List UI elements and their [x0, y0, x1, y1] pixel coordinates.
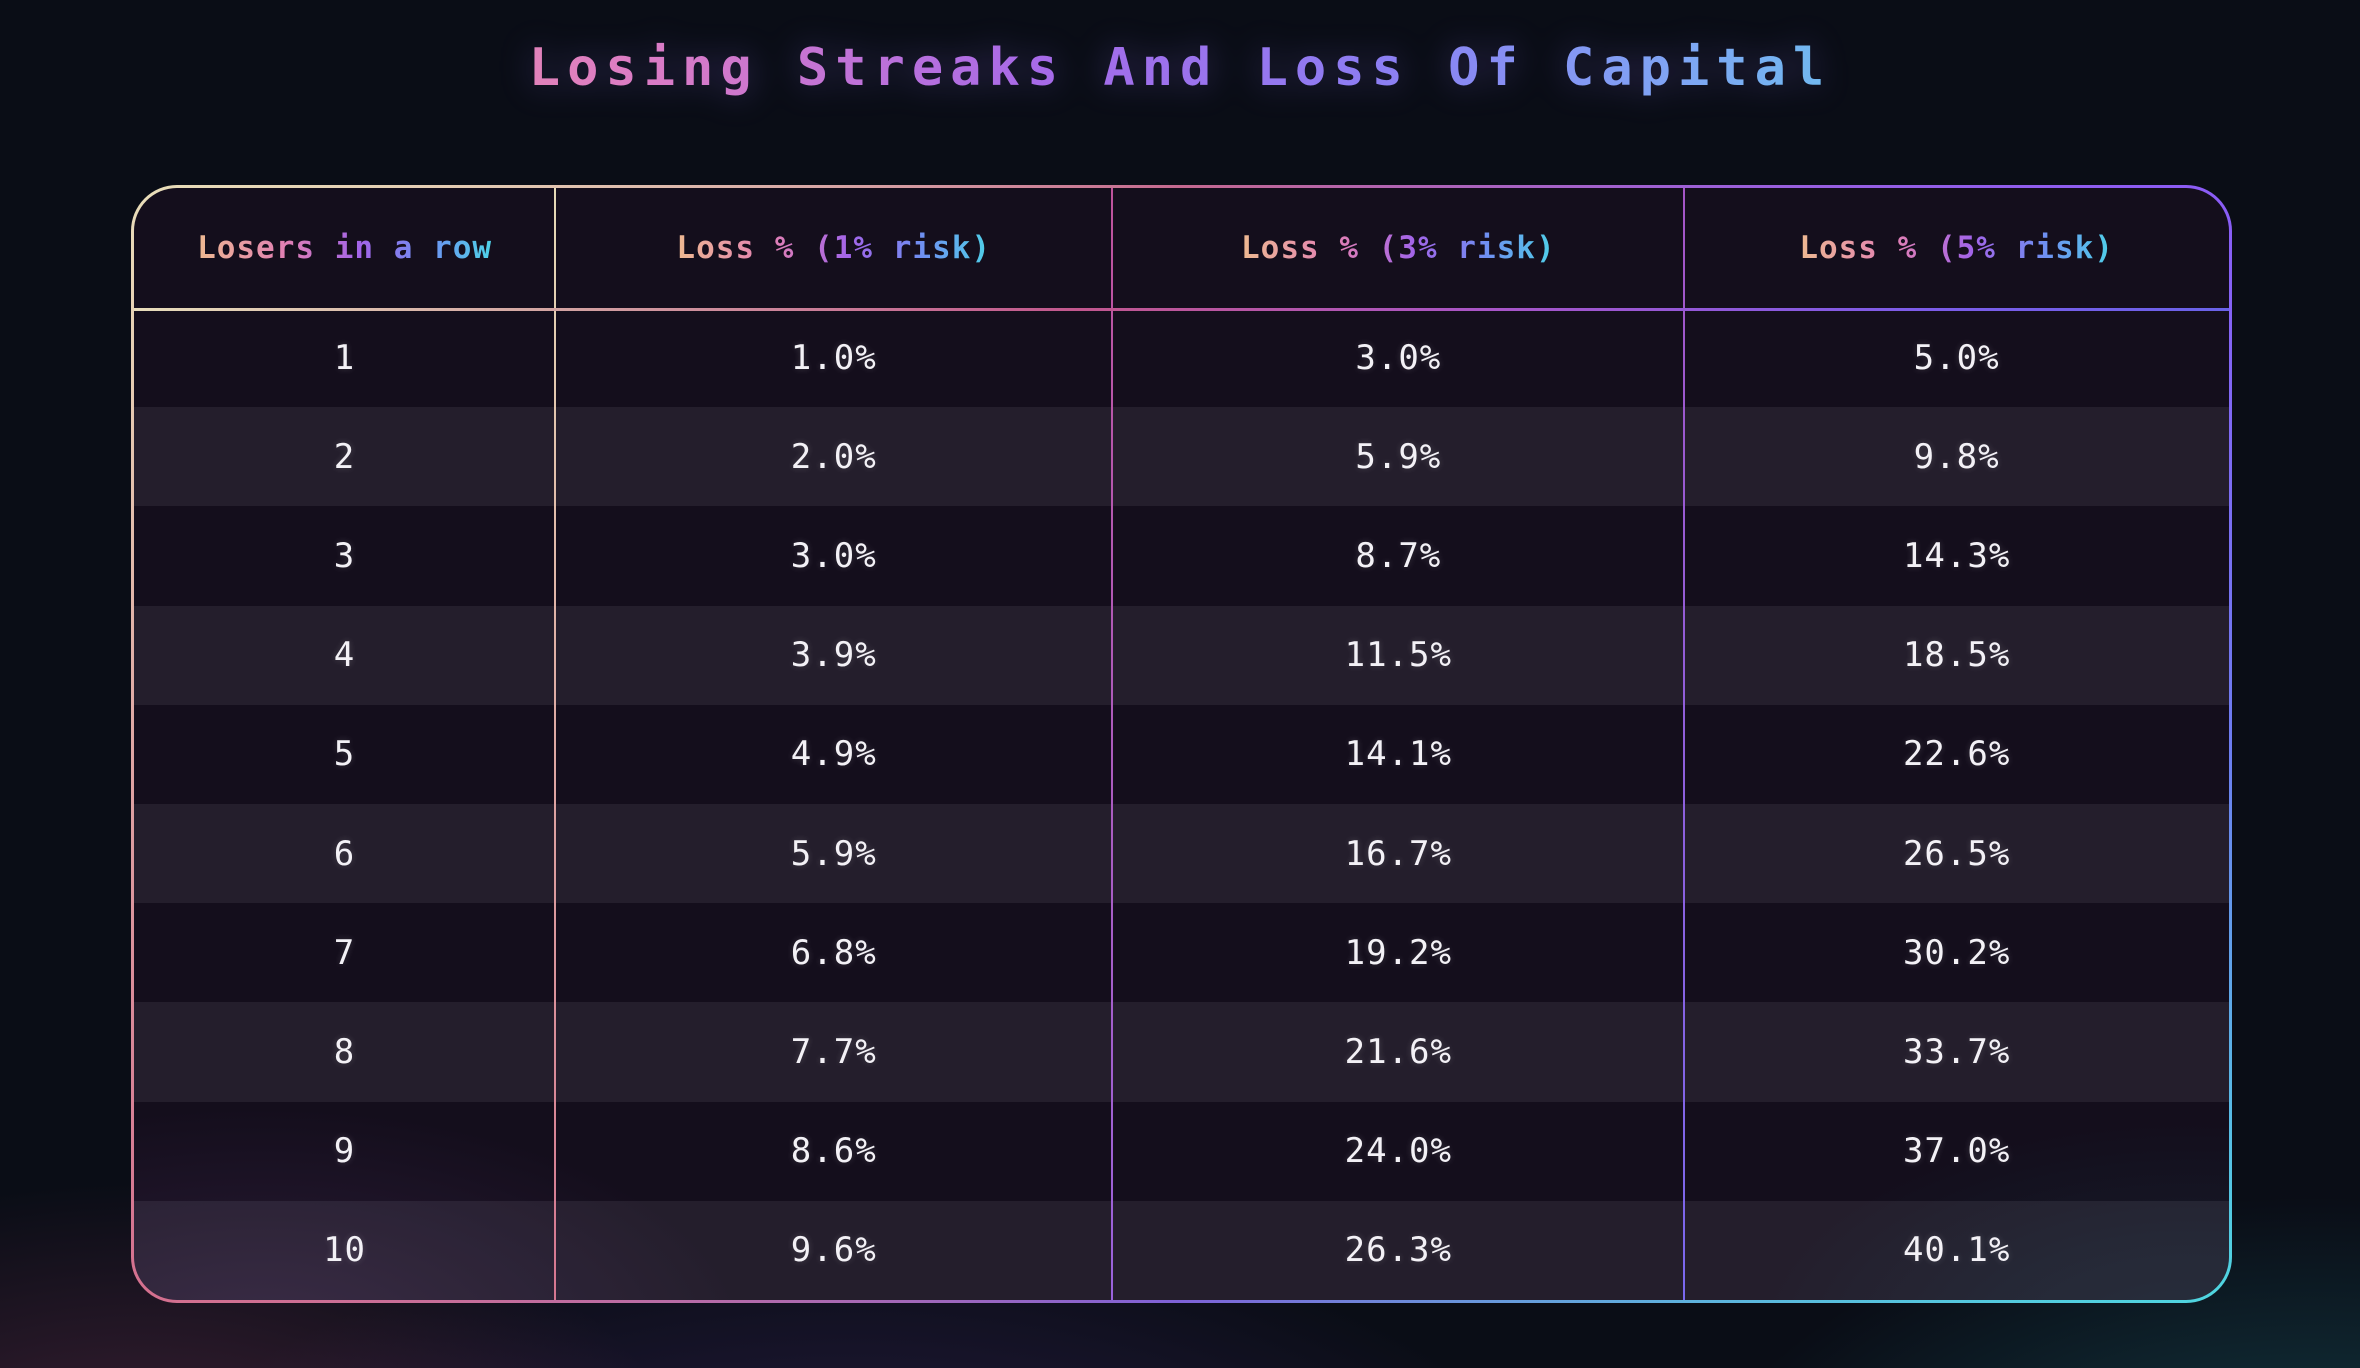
table-row: 8 7.7% 21.6% 33.7%	[134, 1002, 2229, 1102]
streak-count-cell: 4	[333, 635, 356, 676]
header-cell-loss-5pct-risk: Loss % (5% risk)	[1684, 188, 2229, 308]
table-row: 6 5.9% 16.7% 26.5%	[134, 804, 2229, 904]
header-label: Loss % (3% risk)	[1241, 230, 1556, 266]
loss-table: Losers in a row Loss % (1% risk) Loss % …	[134, 188, 2229, 1300]
loss-percent-cell: 3.0%	[790, 536, 877, 576]
loss-percent-cell: 18.5%	[1902, 635, 2011, 676]
column-divider-1	[554, 188, 557, 1300]
loss-percent-cell: 30.2%	[1902, 932, 2011, 973]
loss-percent-cell: 26.3%	[1344, 1230, 1452, 1271]
loss-percent-cell: 37.0%	[1902, 1131, 2011, 1172]
loss-percent-cell: 24.0%	[1344, 1131, 1452, 1172]
loss-percent-cell: 1.0%	[790, 337, 877, 378]
table-frame: Losers in a row Loss % (1% risk) Loss % …	[131, 185, 2232, 1303]
loss-percent-cell: 5.0%	[1913, 337, 2000, 378]
loss-percent-cell: 21.6%	[1344, 1032, 1452, 1073]
table-row: 4 3.9% 11.5% 18.5%	[134, 605, 2229, 705]
loss-percent-cell: 40.1%	[1902, 1230, 2011, 1271]
table-body: 1 1.0% 3.0% 5.0% 2 2.0% 5.9% 9.8% 3 3.0% 8.7% 14.3%…	[134, 308, 2229, 1300]
loss-percent-cell: 22.6%	[1902, 734, 2011, 775]
streak-count-cell: 5	[333, 734, 356, 775]
streak-count-cell: 2	[333, 436, 356, 477]
loss-percent-cell: 8.7%	[1355, 536, 1442, 576]
loss-percent-cell: 3.0%	[1355, 337, 1442, 378]
table-row: 5 4.9% 14.1% 22.6%	[134, 705, 2229, 804]
loss-percent-cell: 2.0%	[790, 436, 877, 477]
column-divider-3	[1683, 188, 1686, 1300]
loss-percent-cell: 4.9%	[790, 734, 877, 775]
loss-percent-cell: 14.3%	[1902, 536, 2011, 576]
table-row: 3 3.0% 8.7% 14.3%	[134, 506, 2229, 605]
header-cell-loss-3pct-risk: Loss % (3% risk)	[1112, 188, 1684, 308]
table-row: 10 9.6% 26.3% 40.1%	[134, 1200, 2229, 1300]
loss-percent-cell: 7.7%	[790, 1032, 877, 1073]
loss-percent-cell: 14.1%	[1344, 734, 1452, 775]
loss-percent-cell: 11.5%	[1344, 635, 1452, 676]
loss-percent-cell: 6.8%	[790, 932, 877, 973]
table-row: 9 8.6% 24.0% 37.0%	[134, 1102, 2229, 1201]
table-row: 1 1.0% 3.0% 5.0%	[134, 308, 2229, 407]
streak-count-cell: 7	[333, 932, 356, 973]
header-cell-losers-in-a-row: Losers in a row	[134, 188, 555, 308]
table-header-row: Losers in a row Loss % (1% risk) Loss % …	[134, 188, 2229, 308]
header-divider-line	[134, 308, 2229, 311]
table-row: 7 6.8% 19.2% 30.2%	[134, 903, 2229, 1002]
loss-percent-cell: 9.8%	[1913, 436, 2000, 477]
streak-count-cell: 1	[333, 337, 356, 378]
loss-percent-cell: 26.5%	[1902, 833, 2011, 874]
table-row: 2 2.0% 5.9% 9.8%	[134, 407, 2229, 507]
column-divider-2	[1111, 188, 1114, 1300]
streak-count-cell: 8	[333, 1032, 356, 1073]
header-cell-loss-1pct-risk: Loss % (1% risk)	[555, 188, 1112, 308]
loss-percent-cell: 16.7%	[1344, 833, 1452, 874]
header-label: Losers in a row	[197, 230, 493, 266]
header-label: Loss % (5% risk)	[1799, 230, 2114, 266]
loss-percent-cell: 8.6%	[790, 1131, 877, 1172]
loss-percent-cell: 5.9%	[790, 833, 877, 874]
streak-count-cell: 6	[333, 833, 356, 874]
streak-count-cell: 10	[323, 1230, 367, 1271]
loss-percent-cell: 3.9%	[790, 635, 877, 676]
loss-percent-cell: 5.9%	[1355, 436, 1442, 477]
page-title: Losing Streaks And Loss Of Capital	[0, 38, 2360, 98]
streak-count-cell: 3	[333, 536, 356, 576]
loss-percent-cell: 33.7%	[1902, 1032, 2011, 1073]
streak-count-cell: 9	[333, 1131, 356, 1172]
header-label: Loss % (1% risk)	[676, 230, 992, 266]
loss-percent-cell: 9.6%	[790, 1230, 877, 1271]
loss-percent-cell: 19.2%	[1344, 932, 1452, 973]
